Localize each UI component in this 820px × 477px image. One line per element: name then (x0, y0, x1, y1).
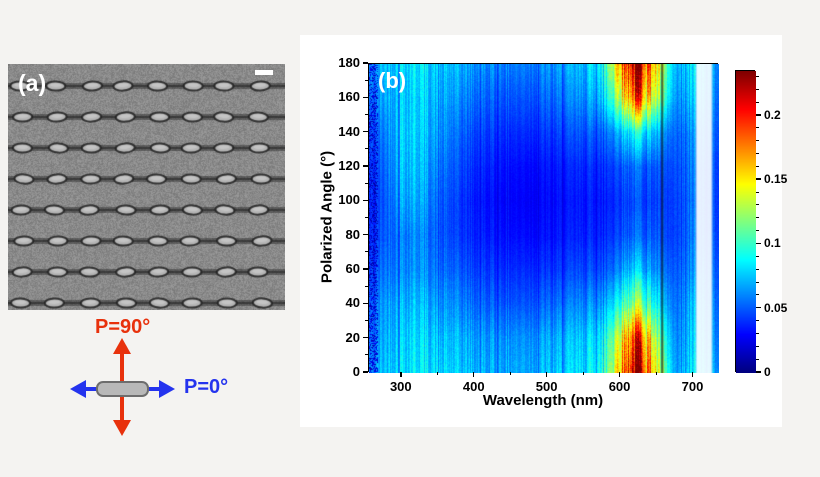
colorbar-minor-tick-mark (756, 153, 759, 155)
colorbar-minor-tick-mark (756, 75, 759, 77)
x-tick-label: 500 (535, 379, 558, 394)
colorbar-minor-tick-mark (756, 230, 759, 232)
y-tick-label: 120 (338, 158, 360, 173)
colorbar-minor-tick-mark (756, 320, 759, 322)
y-tick-mark (363, 62, 368, 64)
colorbar-tick-label: 0.05 (764, 300, 788, 315)
colorbar-minor-tick-mark (756, 255, 759, 257)
colorbar-minor-tick-mark (756, 204, 759, 206)
panel-a-label: (a) (18, 70, 47, 96)
colorbar-minor-tick-mark (756, 332, 759, 334)
x-tick-label: 400 (462, 379, 485, 394)
colorbar-tick-mark (756, 306, 761, 309)
x-minor-tick-mark (436, 372, 438, 375)
colorbar-minor-tick-mark (756, 165, 759, 167)
y-minor-tick-mark (365, 217, 368, 218)
y-tick-mark (363, 268, 368, 270)
y-tick-label: 0 (352, 364, 360, 379)
y-minor-tick-mark (365, 354, 368, 356)
y-tick-label: 40 (345, 295, 360, 311)
colorbar-tick-label: 0.2 (764, 107, 781, 122)
colorbar-tick-label: 0 (764, 365, 771, 379)
colorbar-tick-mark (756, 178, 761, 180)
y-minor-tick-mark (365, 148, 368, 150)
y-tick-mark (363, 130, 368, 133)
x-tick-mark (400, 372, 402, 377)
y-tick-label: 20 (345, 329, 360, 345)
colorbar-tick-label: 0.1 (764, 236, 781, 251)
panel-b-label: (b) (378, 68, 407, 93)
colorbar-minor-tick-mark (756, 101, 759, 103)
p90-label: P=90° (95, 316, 151, 338)
colorbar-minor-tick-mark (756, 191, 759, 193)
y-tick-mark (363, 371, 368, 373)
y-tick-mark (363, 336, 368, 339)
x-minor-tick-mark (509, 372, 511, 375)
colorbar-minor-tick-mark (756, 358, 759, 360)
colorbar-minor-tick-mark (756, 268, 759, 270)
colorbar (735, 70, 756, 373)
colorbar-minor-tick-mark (756, 88, 759, 90)
y-minor-tick-mark (365, 182, 368, 184)
chart-figure: (b) Wavelength (nm) Polarized Angle (°) … (300, 35, 787, 427)
x-minor-tick-mark (582, 372, 584, 375)
x-minor-tick-mark (655, 372, 657, 375)
y-tick-label: 160 (338, 89, 360, 105)
nanorod-schematic (96, 381, 149, 397)
x-tick-mark (691, 372, 694, 377)
y-minor-tick-mark (365, 320, 368, 321)
heatmap-canvas (369, 64, 719, 373)
x-axis-title: Wavelength (nm) (482, 392, 604, 409)
y-tick-label: 140 (338, 123, 360, 139)
scale-bar (255, 70, 273, 75)
colorbar-canvas (736, 71, 756, 373)
colorbar-tick-mark (756, 114, 761, 116)
y-minor-tick-mark (365, 251, 368, 253)
y-tick-mark (363, 302, 368, 305)
y-tick-label: 60 (345, 261, 360, 276)
x-tick-label: 600 (608, 379, 631, 394)
y-tick-label: 180 (338, 55, 360, 70)
colorbar-tick-mark (756, 371, 761, 373)
y-tick-mark (363, 199, 368, 202)
x-tick-mark (618, 372, 621, 377)
colorbar-tick-mark (756, 242, 761, 245)
x-tick-mark (545, 372, 548, 377)
colorbar-minor-tick-mark (756, 345, 759, 347)
colorbar-minor-tick-mark (756, 281, 759, 283)
p0-label: P=0° (184, 376, 229, 398)
sem-image-panel: (a) (8, 64, 285, 310)
y-tick-label: 100 (338, 192, 360, 208)
y-minor-tick-mark (365, 114, 368, 115)
y-minor-tick-mark (365, 79, 368, 81)
x-tick-label: 700 (681, 379, 704, 394)
y-tick-mark (363, 165, 368, 167)
colorbar-minor-tick-mark (756, 294, 759, 296)
colorbar-minor-tick-mark (756, 140, 759, 142)
y-tick-label: 80 (345, 226, 360, 242)
sem-micrograph (8, 64, 285, 310)
y-minor-tick-mark (365, 285, 368, 287)
colorbar-minor-tick-mark (756, 127, 759, 129)
polarization-diagram (70, 338, 175, 436)
y-tick-mark (363, 233, 368, 236)
x-tick-label: 300 (389, 379, 412, 394)
y-tick-mark (363, 96, 368, 99)
colorbar-minor-tick-mark (756, 217, 759, 219)
colorbar-tick-label: 0.15 (764, 172, 788, 187)
heatmap-plot-area: (b) (368, 63, 719, 373)
x-tick-mark (472, 372, 475, 377)
